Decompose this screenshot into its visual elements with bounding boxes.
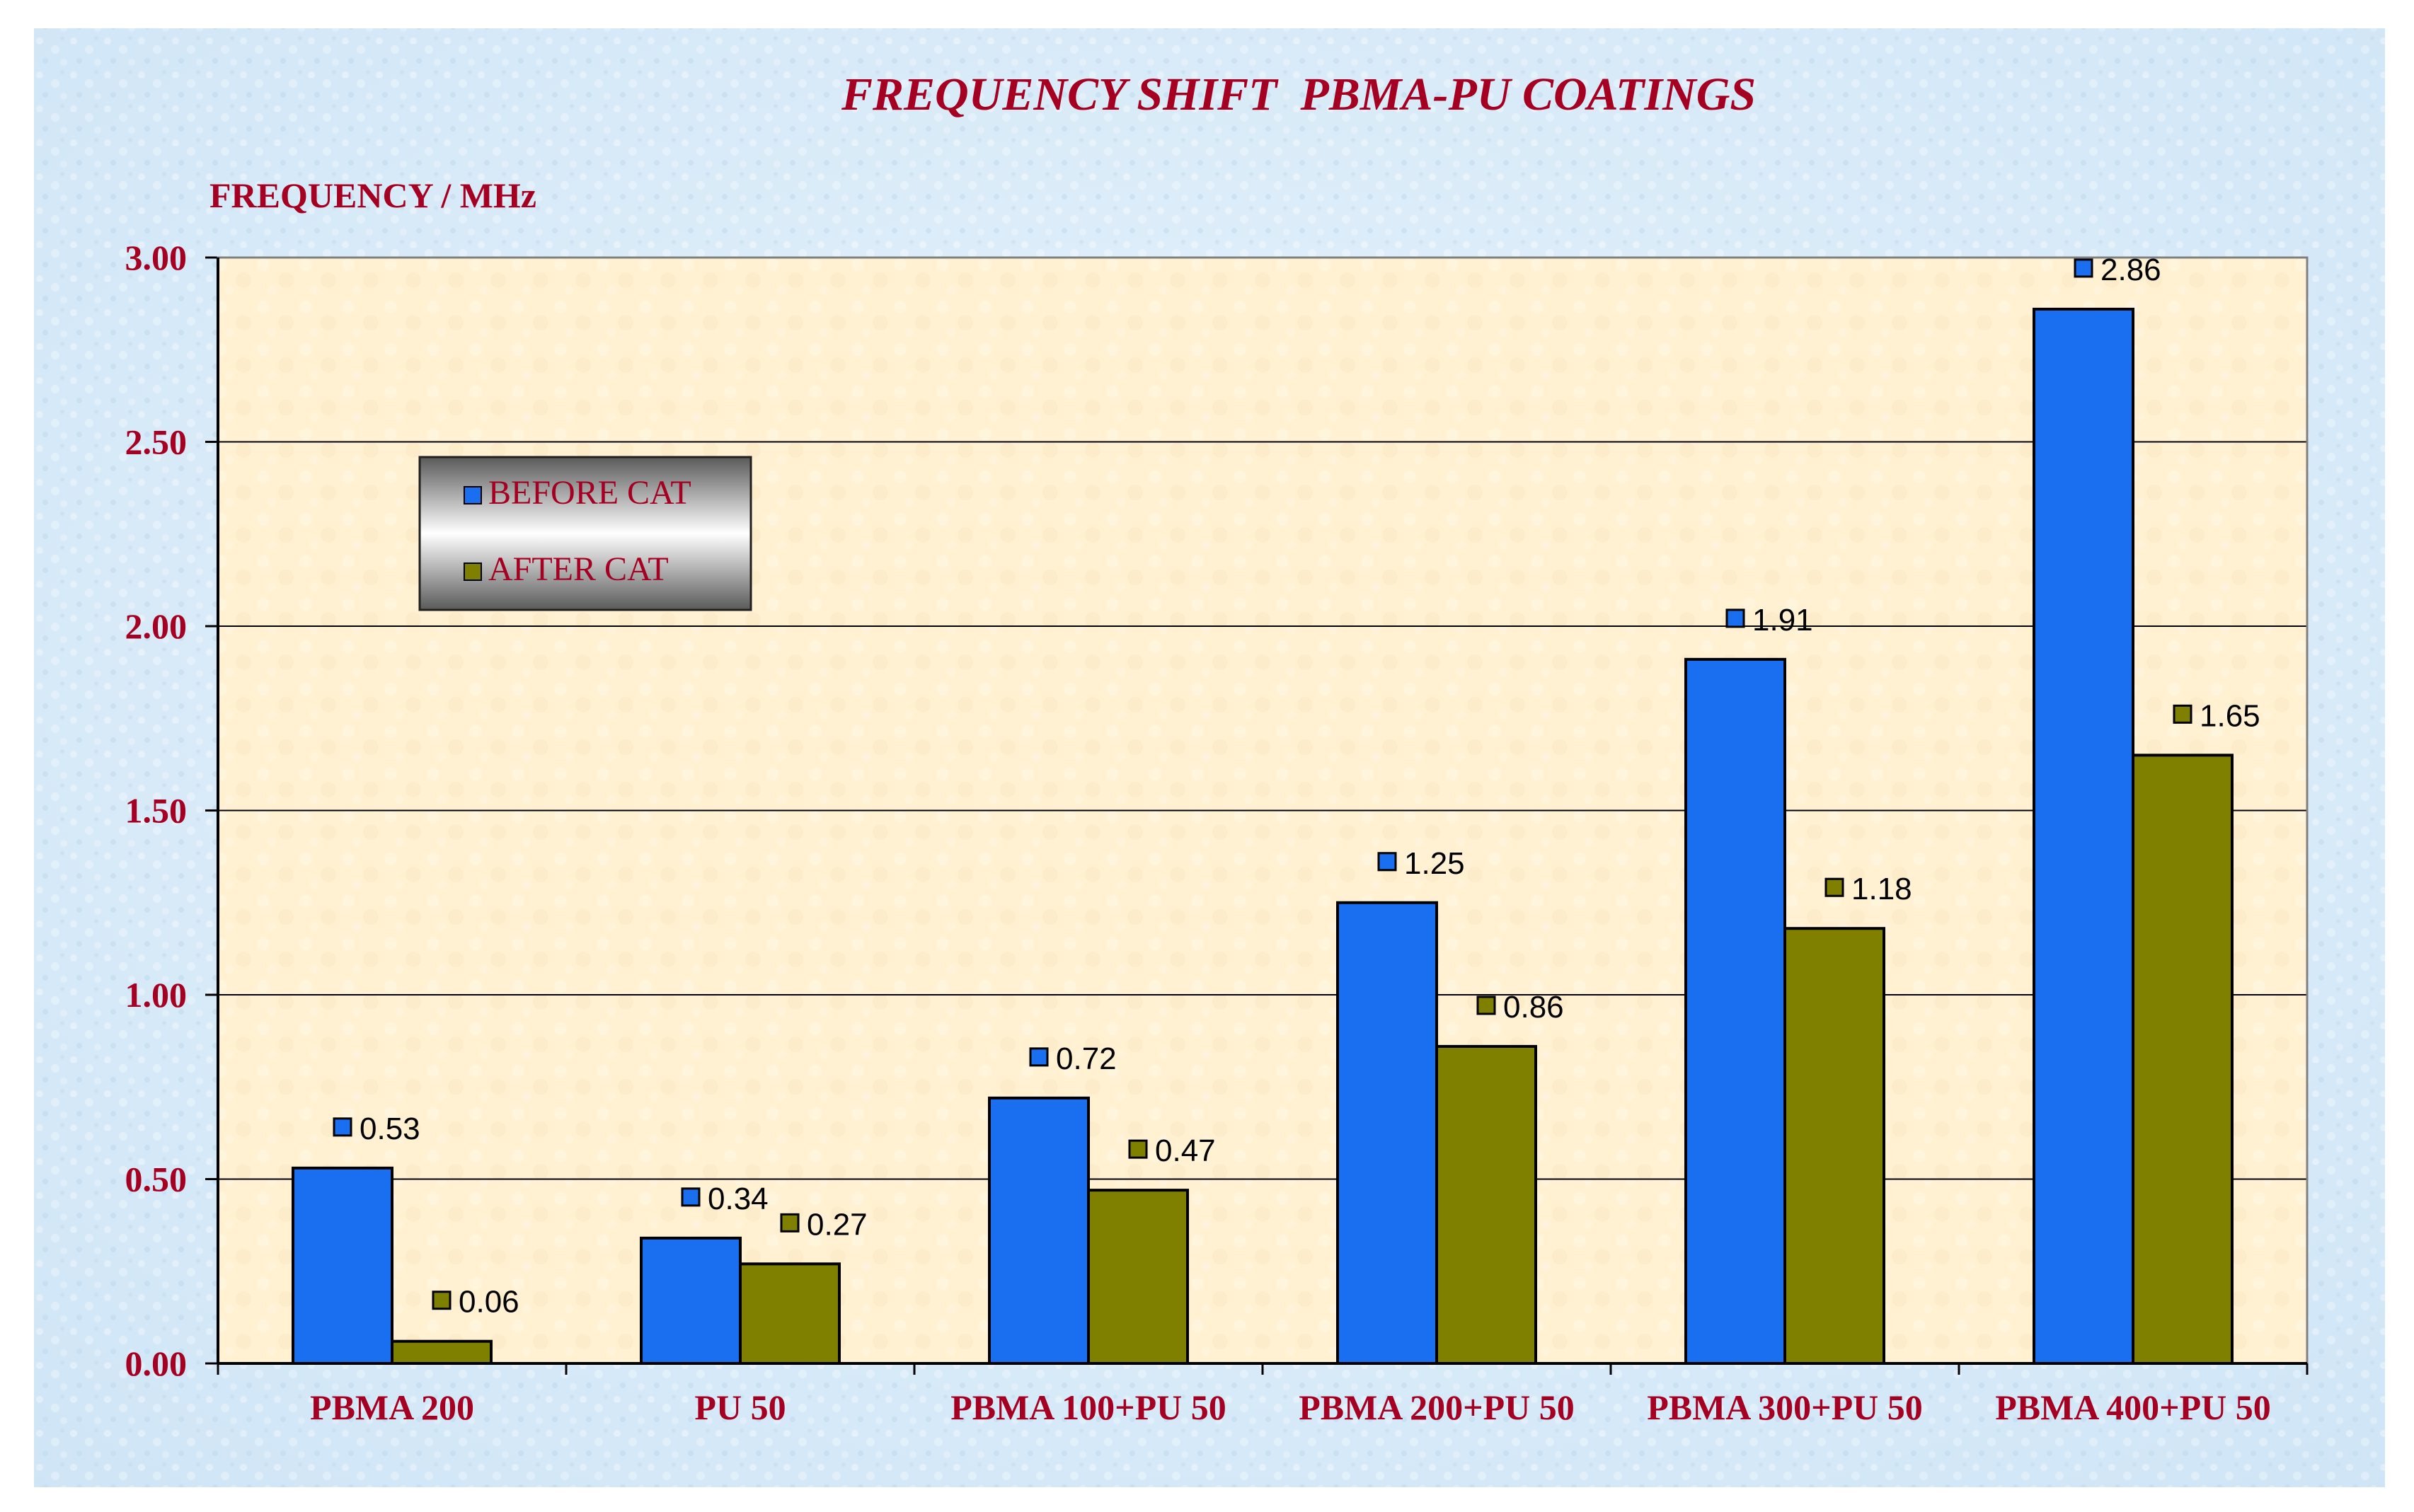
data-label-marker	[780, 1213, 800, 1233]
data-label: 1.65	[2200, 698, 2260, 733]
data-labels: 0.530.340.721.251.912.860.060.270.470.86…	[333, 253, 2260, 1320]
data-label: 0.34	[708, 1182, 769, 1216]
data-label-marker	[1824, 877, 1844, 897]
data-label: 0.86	[1503, 990, 1564, 1025]
data-label: 1.18	[1851, 872, 1912, 906]
data-label: 0.72	[1056, 1041, 1117, 1076]
data-label: 0.53	[360, 1112, 420, 1146]
data-label-marker	[2173, 704, 2192, 724]
data-label-marker	[432, 1291, 452, 1310]
bars	[292, 307, 2234, 1366]
bar-before	[1684, 657, 1786, 1365]
data-label: 0.27	[807, 1207, 868, 1242]
legend-label-after: AFTER CAT	[488, 550, 669, 588]
y-tick-label: 1.00	[125, 975, 188, 1015]
y-tick-label: 2.00	[125, 606, 188, 646]
data-label: 0.06	[459, 1285, 519, 1320]
data-label-marker	[333, 1117, 352, 1137]
y-tick-label: 0.50	[125, 1160, 188, 1199]
x-tick-label: PBMA 400+PU 50	[1995, 1387, 2271, 1427]
x-tick-label: PBMA 200+PU 50	[1299, 1387, 1575, 1427]
bar-after	[739, 1262, 841, 1365]
bar-after	[391, 1339, 493, 1365]
y-tick-label: 2.50	[125, 422, 188, 462]
data-label-marker	[1128, 1139, 1148, 1159]
bar-before	[2033, 307, 2134, 1366]
data-label-marker	[1725, 608, 1745, 628]
x-tick-label: PBMA 100+PU 50	[950, 1387, 1226, 1427]
data-label-marker	[1377, 852, 1397, 872]
legend-label-before: BEFORE CAT	[488, 474, 691, 512]
bar-before	[988, 1096, 1090, 1365]
x-axis: PBMA 200 PU 50 PBMA 100+PU 50 PBMA 200+PU 5…	[217, 1363, 2309, 1427]
gridlines	[218, 441, 2307, 1180]
data-label-marker	[681, 1187, 701, 1207]
data-label-marker	[1476, 996, 1496, 1015]
y-tick-label: 1.50	[125, 791, 188, 831]
y-axis-label: FREQUENCY / MHz	[209, 175, 536, 215]
bar-after	[1783, 927, 1885, 1365]
data-label: 1.25	[1404, 846, 1465, 881]
bar-after	[1087, 1189, 1189, 1365]
bar-before	[1336, 901, 1438, 1365]
legend-box	[418, 456, 752, 611]
y-ticks: 0.00 0.50 1.00 1.50 2.00 2.50 3.00	[125, 238, 218, 1383]
data-label: 0.47	[1155, 1133, 1216, 1168]
bar-after	[1435, 1044, 1537, 1365]
x-tick-label: PBMA 300+PU 50	[1647, 1387, 1923, 1427]
data-label-marker	[1029, 1047, 1049, 1067]
legend-swatch-before	[464, 486, 482, 504]
bar-before	[640, 1236, 742, 1365]
bar-before	[292, 1166, 393, 1365]
bar-after	[2132, 754, 2234, 1365]
y-tick-label: 3.00	[125, 238, 188, 277]
legend-swatch-after	[464, 562, 482, 581]
data-label: 1.91	[1752, 603, 1813, 637]
data-label-marker	[2074, 258, 2093, 278]
y-tick-label: 0.00	[125, 1344, 188, 1383]
x-tick-label: PBMA 200	[310, 1387, 474, 1427]
legend: BEFORE CAT AFTER CAT	[418, 456, 752, 611]
chart-title: FREQUENCY SHIFT PBMA-PU COATINGS	[841, 69, 1756, 120]
x-tick-label: PU 50	[694, 1387, 786, 1427]
